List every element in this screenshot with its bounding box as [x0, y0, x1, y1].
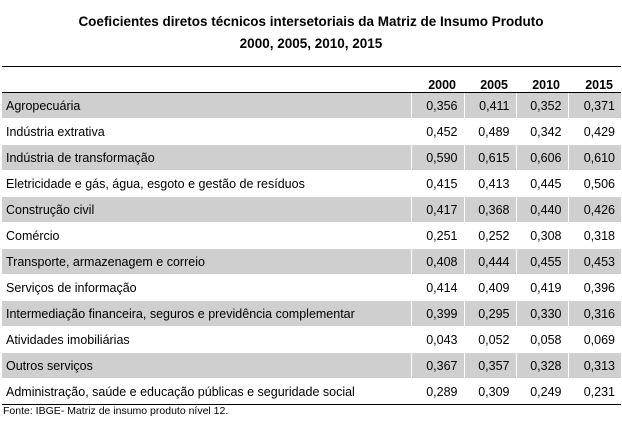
- header-sector: [2, 66, 411, 93]
- row-sector-label: Administração, saúde e educação públicas…: [2, 378, 411, 405]
- row-value-2015: 0,231: [567, 378, 621, 405]
- title-line-1: Coeficientes diretos técnicos intersetor…: [78, 14, 544, 29]
- row-value-2010: 0,342: [515, 118, 568, 145]
- row-value-2010: 0,330: [515, 300, 568, 327]
- header-year-2005: 2005: [464, 66, 516, 93]
- row-value-2015: 0,429: [567, 118, 621, 145]
- header-year-2000: 2000: [411, 66, 464, 93]
- row-value-2000: 0,417: [410, 196, 464, 223]
- table-row: Agropecuária 0,356 0,411 0,352 0,371: [2, 92, 621, 119]
- row-value-2000: 0,043: [410, 326, 464, 353]
- row-value-2000: 0,289: [410, 378, 464, 405]
- row-value-2005: 0,411: [463, 92, 516, 119]
- row-value-2015: 0,610: [567, 144, 621, 171]
- row-value-2010: 0,445: [515, 170, 568, 197]
- row-value-2005: 0,444: [463, 248, 516, 275]
- row-value-2005: 0,489: [463, 118, 516, 145]
- row-value-2000: 0,251: [410, 222, 464, 249]
- header-row: 2000 2005 2010 2015: [2, 66, 621, 93]
- table-row: Eletricidade e gás, água, esgoto e gestã…: [2, 170, 621, 197]
- row-value-2010: 0,440: [515, 196, 568, 223]
- table-row: Comércio 0,251 0,252 0,308 0,318: [2, 222, 621, 249]
- row-sector-label: Agropecuária: [2, 92, 411, 119]
- row-value-2010: 0,419: [515, 274, 568, 301]
- header-year-2015: 2015: [568, 66, 621, 93]
- row-value-2015: 0,453: [567, 248, 621, 275]
- row-value-2010: 0,455: [515, 248, 568, 275]
- row-value-2010: 0,606: [515, 144, 568, 171]
- row-value-2010: 0,058: [515, 326, 568, 353]
- row-value-2005: 0,295: [463, 300, 516, 327]
- row-value-2010: 0,352: [515, 92, 568, 119]
- row-value-2015: 0,371: [567, 92, 621, 119]
- row-value-2000: 0,399: [410, 300, 464, 327]
- row-sector-label: Construção civil: [2, 196, 411, 223]
- row-value-2015: 0,506: [567, 170, 621, 197]
- row-value-2005: 0,615: [463, 144, 516, 171]
- row-value-2005: 0,252: [463, 222, 516, 249]
- table-row: Construção civil 0,417 0,368 0,440 0,426: [2, 196, 621, 223]
- table-row: Atividades imobiliárias 0,043 0,052 0,058 0,…: [2, 326, 621, 353]
- row-value-2000: 0,415: [410, 170, 464, 197]
- row-sector-label: Eletricidade e gás, água, esgoto e gestã…: [2, 170, 411, 197]
- source-note: Fonte: IBGE- Matriz de insumo produto ní…: [3, 405, 229, 417]
- row-value-2005: 0,357: [463, 352, 516, 379]
- row-value-2000: 0,408: [410, 248, 464, 275]
- row-value-2005: 0,413: [463, 170, 516, 197]
- row-value-2000: 0,452: [410, 118, 464, 145]
- row-value-2015: 0,396: [567, 274, 621, 301]
- row-value-2010: 0,249: [515, 378, 568, 405]
- table-row: Indústria extrativa 0,452 0,489 0,342 0,429: [2, 118, 621, 145]
- row-sector-label: Intermediação financeira, seguros e prev…: [2, 300, 411, 327]
- table-row: Outros serviços 0,367 0,357 0,328 0,313: [2, 352, 621, 379]
- table-row: Indústria de transformação 0,590 0,615 0,60…: [2, 144, 621, 171]
- row-value-2005: 0,309: [463, 378, 516, 405]
- table-title: Coeficientes diretos técnicos intersetor…: [0, 11, 622, 55]
- row-sector-label: Outros serviços: [2, 352, 411, 379]
- row-value-2000: 0,414: [410, 274, 464, 301]
- row-sector-label: Indústria extrativa: [2, 118, 411, 145]
- row-sector-label: Indústria de transformação: [2, 144, 411, 171]
- table-row: Administração, saúde e educação públicas…: [2, 378, 621, 405]
- header-year-2010: 2010: [516, 66, 568, 93]
- row-value-2000: 0,356: [410, 92, 464, 119]
- row-sector-label: Transporte, armazenagem e correio: [2, 248, 411, 275]
- row-value-2015: 0,069: [567, 326, 621, 353]
- table-row: Transporte, armazenagem e correio 0,408 0,…: [2, 248, 621, 275]
- row-value-2005: 0,368: [463, 196, 516, 223]
- coefficients-table: 2000 2005 2010 2015 Agropecuária 0,356 0,4…: [2, 66, 621, 405]
- row-value-2010: 0,328: [515, 352, 568, 379]
- row-value-2015: 0,318: [567, 222, 621, 249]
- title-line-2: 2000, 2005, 2010, 2015: [239, 36, 383, 51]
- row-value-2000: 0,367: [410, 352, 464, 379]
- row-value-2015: 0,426: [567, 196, 621, 223]
- table-row: Intermediação financeira, seguros e prev…: [2, 300, 621, 327]
- table-row: Serviços de informação 0,414 0,409 0,419 0,3…: [2, 274, 621, 301]
- row-value-2015: 0,313: [567, 352, 621, 379]
- row-value-2000: 0,590: [410, 144, 464, 171]
- row-sector-label: Atividades imobiliárias: [2, 326, 411, 353]
- row-sector-label: Serviços de informação: [2, 274, 411, 301]
- row-sector-label: Comércio: [2, 222, 411, 249]
- row-value-2005: 0,409: [463, 274, 516, 301]
- row-value-2005: 0,052: [463, 326, 516, 353]
- row-value-2010: 0,308: [515, 222, 568, 249]
- row-value-2015: 0,316: [567, 300, 621, 327]
